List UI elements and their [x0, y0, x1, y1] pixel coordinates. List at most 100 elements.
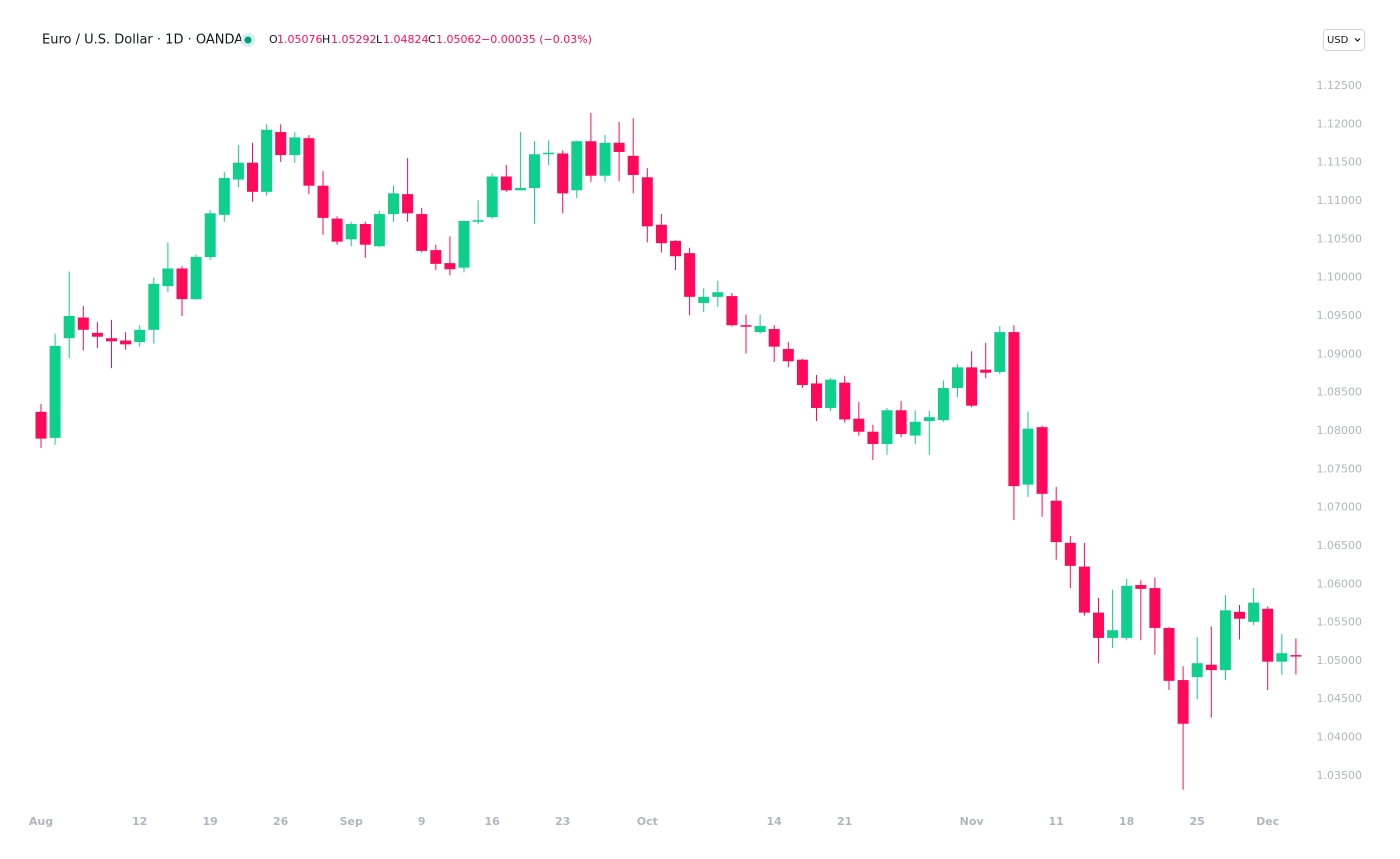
candle-body [1234, 611, 1245, 619]
candle-body [1036, 427, 1048, 494]
candle-body [486, 176, 498, 218]
candle-body [712, 292, 724, 297]
y-tick-label: 1.11500 [1317, 156, 1363, 169]
candle-body [176, 268, 188, 300]
candle-body [91, 332, 103, 337]
candle-body [1219, 610, 1231, 671]
candle-body [1107, 630, 1119, 638]
y-tick-label: 1.03500 [1317, 769, 1363, 782]
candle-body [190, 256, 202, 300]
ohlc-value: 1.05292 [331, 33, 377, 46]
x-tick-label: 26 [273, 815, 289, 828]
candle-body [247, 162, 258, 192]
y-tick-label: 1.08000 [1317, 424, 1363, 437]
candle-body [120, 340, 132, 345]
candle-body [895, 410, 907, 435]
candle-body [35, 411, 47, 439]
candle-body [1050, 500, 1062, 543]
candle-body [994, 332, 1006, 372]
candle-body [458, 220, 470, 268]
ohlc-letter: H [322, 33, 330, 46]
y-tick-label: 1.04500 [1317, 692, 1363, 705]
candle-body [317, 185, 329, 218]
candle-body [796, 359, 808, 385]
candle-body [232, 162, 244, 180]
ohlc-letter: C [428, 33, 436, 46]
candle-body [1149, 588, 1161, 628]
candle-body [641, 177, 653, 227]
y-tick-label: 1.05000 [1317, 654, 1363, 667]
candle-body [49, 345, 61, 438]
candle-body [218, 178, 230, 215]
candle-body [472, 220, 484, 222]
candle-body [980, 369, 992, 373]
y-tick-label: 1.10500 [1317, 232, 1363, 245]
y-tick-label: 1.06500 [1317, 539, 1363, 552]
candle-body [1177, 680, 1189, 724]
candle-body [444, 263, 456, 270]
x-tick-label: 11 [1049, 815, 1064, 828]
y-tick-label: 1.10000 [1317, 271, 1363, 284]
candle-body [655, 224, 667, 244]
x-tick-label: 19 [203, 815, 218, 828]
candle-body [77, 317, 89, 330]
candle-body [726, 296, 738, 326]
candle-body [402, 194, 414, 214]
candle-body [585, 141, 597, 176]
candle-body [345, 224, 357, 240]
status-dot [244, 36, 252, 44]
x-tick-label: 23 [555, 815, 570, 828]
x-tick-label: 9 [418, 815, 426, 828]
candle-body [204, 213, 216, 257]
candle-body [740, 325, 752, 327]
candle-body [923, 417, 935, 422]
candle-body [1248, 602, 1260, 622]
y-tick-label: 1.07000 [1317, 501, 1363, 514]
currency-button-box[interactable] [1323, 29, 1365, 51]
candle-body [867, 431, 879, 444]
y-tick-label: 1.07500 [1317, 462, 1363, 475]
chevron[interactable] [1354, 38, 1361, 42]
candle-body [952, 367, 963, 389]
y-tick-label: 1.04000 [1317, 731, 1363, 744]
y-tick-label: 1.05500 [1317, 616, 1363, 629]
candle-body [529, 154, 540, 188]
candle-body [613, 142, 625, 152]
candle-body [416, 214, 428, 251]
candle-body [1064, 542, 1076, 566]
candle-body [261, 129, 273, 192]
candle-body [430, 250, 442, 264]
candle-body [373, 214, 385, 247]
candle-body [514, 187, 526, 191]
ohlc-letter: L [376, 33, 383, 46]
candle-body [937, 388, 949, 421]
candle-body [782, 348, 794, 362]
candle-body [500, 176, 512, 191]
candle-body [543, 152, 555, 155]
candle-body [811, 383, 822, 408]
x-tick-label: 16 [485, 815, 501, 828]
x-tick-label: Nov [960, 815, 985, 828]
x-tick-label: 21 [837, 815, 852, 828]
x-tick-label: 14 [767, 815, 783, 828]
candle-body [63, 315, 75, 339]
y-tick-label: 1.12000 [1317, 117, 1363, 130]
candle-body [1290, 655, 1302, 657]
y-tick-label: 1.09500 [1317, 309, 1363, 322]
candle-body [1008, 332, 1020, 487]
candle-body [1093, 612, 1104, 638]
x-tick-label: 12 [132, 815, 147, 828]
candle-body [754, 325, 766, 333]
candle-body [289, 137, 301, 156]
candle-body [359, 224, 371, 245]
currency-button[interactable]: USD [1323, 29, 1365, 51]
candle-body [670, 240, 681, 257]
candle-body [1135, 585, 1147, 589]
y-tick-label: 1.09000 [1317, 347, 1363, 360]
x-tick-label: Oct [637, 815, 658, 828]
currency-label[interactable]: USD [1327, 35, 1349, 46]
candle-body [1191, 663, 1203, 678]
candle-body [571, 141, 583, 191]
ohlc-value: 1.05062 [436, 33, 482, 46]
